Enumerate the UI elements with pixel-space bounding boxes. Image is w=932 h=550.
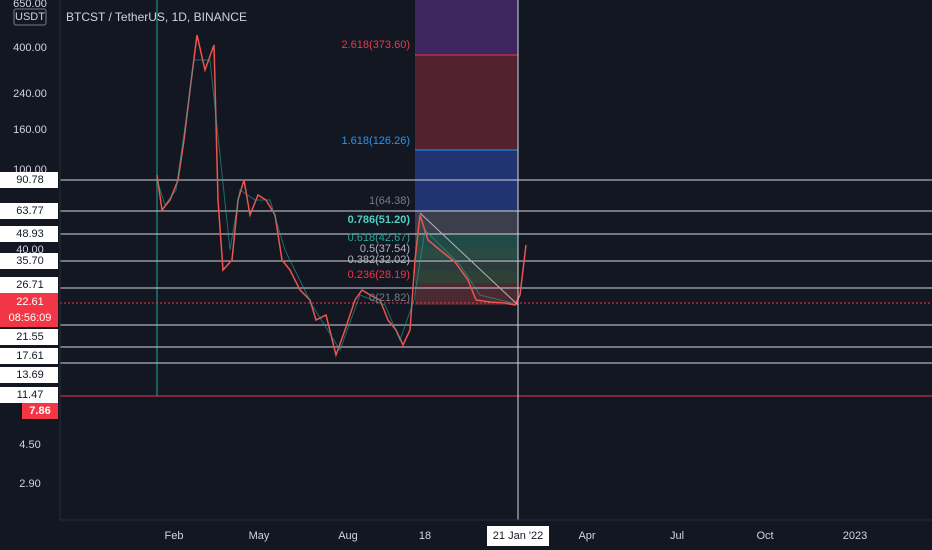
time-axis-label: Aug [338, 530, 358, 542]
currency: USDT [15, 11, 45, 23]
fib-zones [415, 0, 518, 305]
level-label: 63.77 [16, 205, 44, 217]
price-axis-label: 4.50 [19, 439, 40, 451]
level-label-box [0, 277, 58, 293]
price-axis-label: 400.00 [13, 42, 47, 54]
level-label: 26.71 [16, 279, 44, 291]
time-axis-label: Jul [670, 530, 684, 542]
level-label: 90.78 [16, 174, 44, 186]
fib-label: 0.382(32.02) [348, 254, 410, 266]
level-label: 35.70 [16, 255, 44, 267]
fib-label: 0.5(37.54) [360, 243, 410, 255]
fib-label: 0.786(51.20) [348, 214, 411, 226]
horizontal-levels [60, 179, 932, 397]
last-price-box [0, 293, 58, 327]
currency-box[interactable] [13, 8, 47, 26]
price-path-up [156, 59, 513, 352]
time-axis-label: May [249, 530, 270, 542]
level-label-box [0, 387, 58, 403]
fib-label: 0.236(28.19) [348, 269, 410, 281]
alert-box [22, 403, 58, 419]
level-label-box [0, 253, 58, 269]
level-label: 13.69 [16, 369, 44, 381]
countdown: 08:56:09 [9, 312, 52, 324]
level-label: 11.47 [17, 389, 44, 401]
level-label: 21.55 [16, 331, 44, 343]
level-label: 17.61 [16, 350, 44, 362]
level-label: 48.93 [16, 228, 44, 240]
price-axis-label: 650.00 [13, 0, 47, 10]
fib-label: 2.618(373.60) [342, 39, 411, 51]
price-axis-label: 160.00 [13, 124, 47, 136]
trend-line [419, 212, 519, 306]
level-label-box [0, 226, 58, 242]
price-axis-label: 2.90 [19, 478, 40, 490]
price-axis-label: 240.00 [13, 88, 47, 100]
time-axis-label: Apr [578, 530, 595, 542]
time-axis-label: Feb [165, 530, 184, 542]
last-price: 22.61 [16, 296, 44, 308]
level-label-box [0, 348, 58, 364]
crosshair-date: 21 Jan '22 [493, 530, 543, 542]
fib-label: 1.618(126.26) [342, 135, 411, 147]
fib-label: 1(64.38) [369, 195, 410, 207]
level-label-box [0, 203, 58, 219]
symbol-title: BTCST / TetherUS, 1D, BINANCE [66, 10, 247, 24]
labels: 650.00400.00240.00160.00100.0040.004.502… [0, 0, 867, 546]
time-axis-label: Oct [756, 530, 773, 542]
time-axis-label: 18 [419, 530, 431, 542]
time-axis-label: 2023 [843, 530, 867, 542]
alert-label: 7.86 [29, 405, 50, 417]
crosshair-date-box [487, 526, 549, 546]
price-axis-label: 40.00 [16, 244, 44, 256]
fib-label: 0(21.82) [369, 292, 410, 304]
fib-label: 0.618(42.67) [348, 232, 410, 244]
level-label-box [0, 329, 58, 345]
price-path [156, 34, 527, 358]
level-label-box [0, 172, 58, 188]
level-label-box [0, 367, 58, 383]
